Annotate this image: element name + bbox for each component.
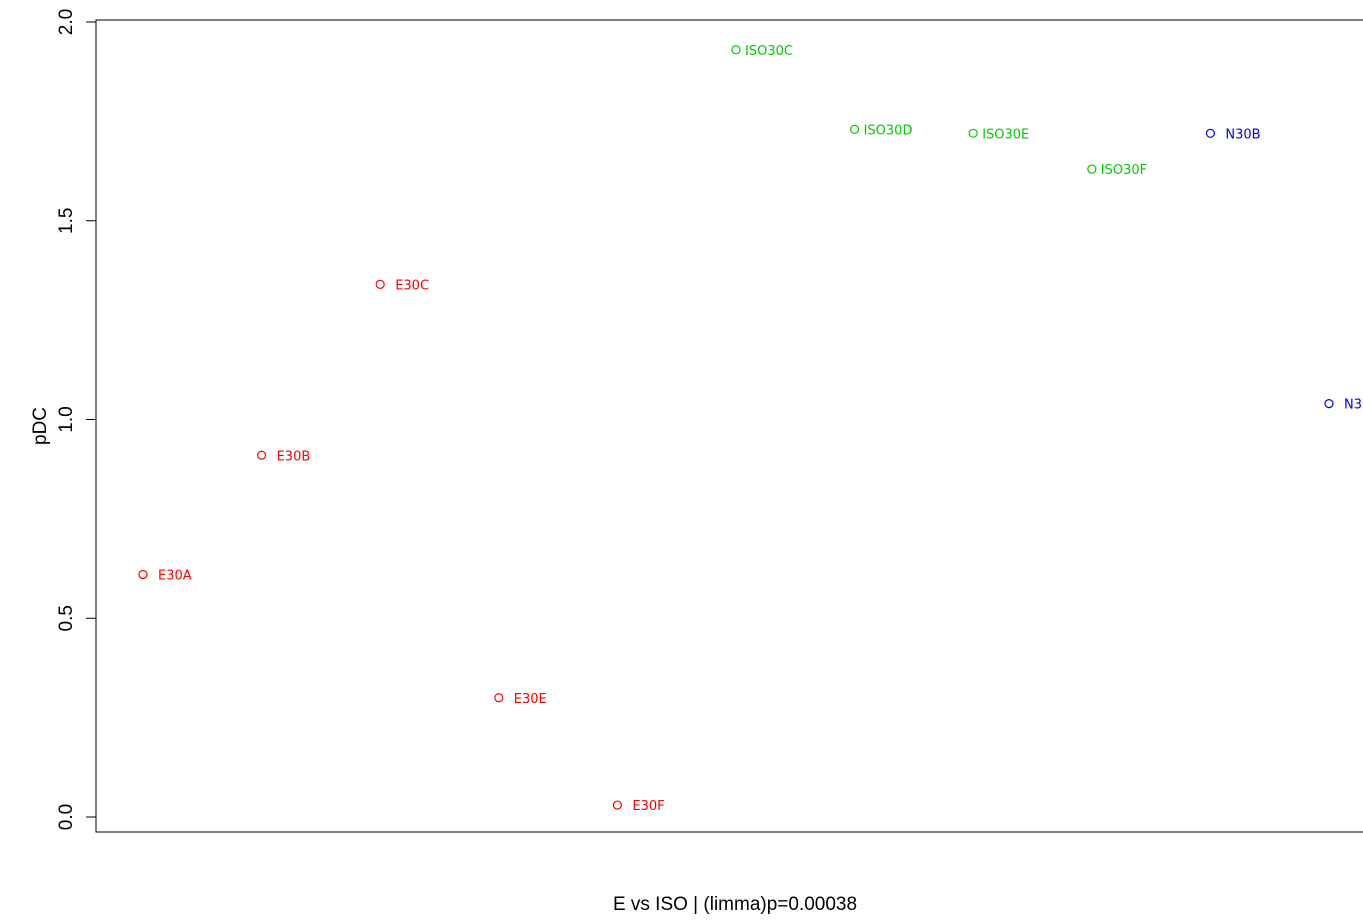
point-label: E30F (632, 799, 664, 814)
point-label: ISO30D (864, 123, 913, 138)
data-point (731, 45, 741, 55)
point-label: E30A (158, 569, 192, 584)
data-point (849, 124, 860, 134)
plot-frame (95, 19, 1363, 833)
y-tick-label: 2.0 (56, 9, 77, 35)
point-label: N30B (1225, 127, 1260, 142)
y-axis: 0.0 0.5 1.0 1.5 2.0 (56, 9, 97, 830)
point-label: ISO30C (745, 44, 793, 59)
data-point (1324, 399, 1334, 409)
data-point (494, 693, 504, 703)
data-point (612, 800, 623, 810)
data-points: E30A E30B E30C E30E E30F ISO30C ISO30D ISO30E IS… (138, 44, 1362, 814)
data-point (138, 569, 148, 580)
data-point (968, 128, 978, 138)
point-label: ISO30F (1101, 163, 1147, 178)
data-point (257, 450, 267, 460)
y-tick-label: 0.0 (56, 804, 77, 830)
point-label: ISO30E (982, 127, 1029, 142)
data-point (1087, 164, 1097, 174)
y-axis-label: pDC (30, 407, 51, 445)
data-point (375, 279, 385, 289)
point-label: E30E (514, 692, 547, 707)
y-tick-label: 1.0 (56, 406, 77, 432)
point-label: E30C (395, 278, 429, 293)
y-tick-label: 0.5 (56, 605, 77, 631)
y-tick-label: 1.5 (56, 208, 77, 234)
x-axis-label: E vs ISO | (limma)p=0.00038 (613, 894, 857, 915)
point-label: E30B (277, 449, 311, 464)
point-label: N3 (1344, 398, 1362, 413)
data-point (1205, 128, 1216, 138)
